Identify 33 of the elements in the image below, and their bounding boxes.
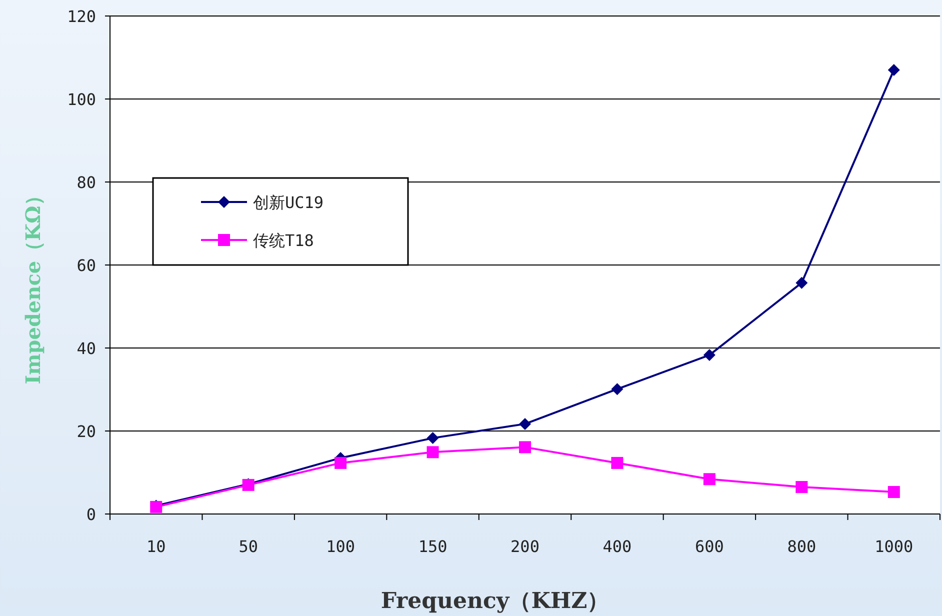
point — [888, 486, 900, 498]
y-tick-label: 120 — [67, 7, 96, 26]
x-tick-label: 800 — [787, 537, 816, 556]
x-tick-label: 150 — [418, 537, 448, 556]
point — [334, 456, 347, 469]
point — [703, 349, 716, 362]
x-tick-label: 50 — [238, 537, 258, 556]
y-tick-label: 20 — [76, 422, 96, 441]
point — [426, 446, 439, 458]
legend-label: 传统T18 — [253, 231, 314, 250]
y-axis-title: Impedence（KΩ） — [21, 186, 45, 384]
point — [611, 456, 624, 469]
y-tick-label: 40 — [76, 339, 96, 358]
x-tick-label: 100 — [326, 537, 356, 556]
point — [796, 481, 808, 494]
point — [888, 64, 900, 76]
x-tick-label: 1000 — [874, 537, 914, 556]
x-tick-label: 600 — [694, 537, 724, 556]
x-tick-label: 200 — [510, 537, 540, 556]
legend-label: 创新UC19 — [253, 193, 324, 212]
point — [426, 432, 439, 444]
point — [519, 441, 531, 454]
y-tick-label: 60 — [76, 256, 96, 275]
point — [703, 473, 716, 486]
y-tick-label: 80 — [76, 173, 96, 192]
x-tick-label: 400 — [602, 537, 632, 556]
point — [796, 276, 808, 289]
x-axis-title: Frequency（KHZ） — [380, 588, 610, 614]
point — [611, 383, 624, 396]
x-tick-label: 10 — [146, 537, 166, 556]
y-tick-label: 100 — [67, 90, 96, 109]
point — [519, 418, 531, 430]
y-tick-label: 0 — [86, 505, 96, 524]
